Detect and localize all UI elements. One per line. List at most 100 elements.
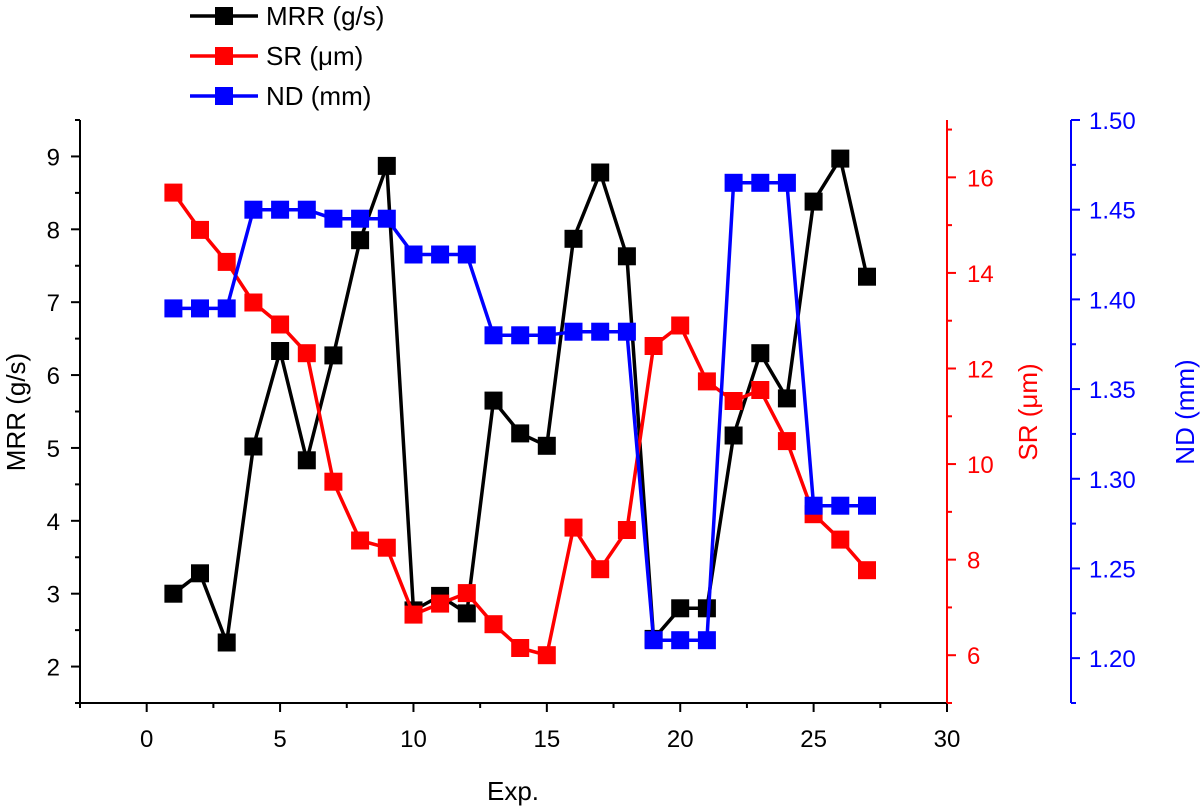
x-tick-label-30: 30 [934,726,961,753]
point-sr-18 [617,521,636,539]
left-tick-label-9: 9 [47,144,60,171]
point-nd-22 [724,173,743,192]
point-nd-27 [858,496,876,515]
legend-label-sr: SR (μm) [266,41,363,71]
point-sr-24 [777,432,796,451]
point-nd-17 [591,322,610,341]
point-sr-9 [377,538,396,557]
point-mrr-7 [324,346,343,365]
x-tick-label-15: 15 [533,726,560,753]
point-mrr-2 [191,564,209,583]
nd-tick-label-1.20: 1.20 [1089,646,1136,673]
legend-entry-mrr: MRR (g/s) [190,1,384,31]
legend-marker-sr [215,47,233,65]
point-mrr-12 [457,604,476,623]
point-sr-5 [271,315,290,334]
sr-tick-label-6: 6 [967,643,980,670]
left-tick-label-7: 7 [47,290,60,317]
series-line-nd [173,181,867,642]
series-layer [164,149,876,665]
point-nd-20 [671,631,690,650]
sr-tick-label-10: 10 [967,452,994,479]
left-tick-label-8: 8 [47,217,60,244]
point-sr-8 [351,531,370,550]
point-mrr-15 [537,436,556,455]
point-nd-15 [537,326,556,345]
point-sr-17 [591,560,610,579]
point-nd-10 [404,245,423,264]
nd-tick-label-1.35: 1.35 [1089,377,1136,404]
point-nd-1 [164,299,183,318]
legend-label-nd: ND (mm) [266,81,371,111]
point-mrr-23 [751,344,770,363]
legend-entry-nd: ND (mm) [190,81,371,111]
point-mrr-3 [217,633,236,652]
point-nd-26 [831,496,850,515]
point-mrr-8 [351,231,370,250]
nd-tick-label-1.40: 1.40 [1089,287,1136,314]
point-mrr-13 [484,391,503,410]
point-sr-14 [511,639,530,657]
legend: MRR (g/s) SR (μm) ND (mm) [190,1,384,111]
point-nd-13 [484,326,503,345]
point-mrr-24 [777,389,796,408]
point-sr-1 [164,183,183,202]
point-nd-6 [297,200,316,219]
left-axis-title: MRR (g/s) [1,353,31,471]
point-sr-7 [324,472,343,491]
legend-marker-mrr [215,7,233,25]
left-tick-label-2: 2 [47,655,60,682]
series-line-sr [171,191,869,657]
sr-tick-label-8: 8 [967,548,980,575]
left-tick-label-6: 6 [47,363,60,390]
right-axis-sr-title: SR (μm) [1013,363,1043,460]
point-mrr-26 [831,149,850,168]
legend-label-mrr: MRR (g/s) [266,1,384,31]
point-sr-4 [244,293,263,312]
right-axis-nd-title: ND (mm) [1170,359,1200,464]
axes-frame [79,120,1072,704]
point-mrr-4 [244,437,263,456]
x-tick-label-20: 20 [667,726,694,753]
point-mrr-1 [164,584,183,603]
point-mrr-6 [297,451,316,470]
point-sr-22 [724,392,743,410]
x-axis-title: Exp. [487,776,539,806]
point-nd-8 [351,209,370,228]
point-sr-21 [697,372,716,391]
point-nd-3 [217,299,236,318]
point-mrr-9 [377,156,396,175]
point-nd-11 [431,245,450,264]
sr-tick-label-12: 12 [967,356,994,383]
point-sr-13 [484,615,503,634]
point-mrr-17 [591,163,610,182]
point-nd-16 [564,322,583,341]
point-sr-27 [858,561,876,580]
point-mrr-5 [271,342,290,360]
point-nd-21 [697,631,716,650]
point-sr-12 [457,584,476,603]
point-nd-19 [644,631,663,650]
legend-entry-sr: SR (μm) [190,41,363,71]
left-tick-label-3: 3 [47,582,60,609]
point-mrr-25 [804,192,823,211]
point-nd-18 [617,322,636,341]
nd-tick-label-1.30: 1.30 [1089,467,1136,494]
legend-marker-nd [215,87,233,105]
point-mrr-18 [617,247,636,266]
point-nd-9 [377,209,396,228]
point-sr-10 [404,605,423,624]
point-mrr-27 [858,267,876,286]
point-sr-19 [644,337,663,355]
point-nd-5 [271,200,290,219]
point-sr-2 [191,220,209,239]
sr-tick-label-16: 16 [967,165,994,192]
nd-tick-label-1.25: 1.25 [1089,556,1136,583]
left-tick-label-4: 4 [47,509,60,536]
point-sr-20 [671,316,690,335]
ticks-layer: 0 5 10 15 20 25 30 2 3 4 5 6 7 8 9 6 8 10 12 14 16 1.20 1.25 1.… [47,108,1136,753]
point-sr-16 [564,518,583,537]
point-mrr-22 [724,426,743,445]
point-nd-7 [324,209,343,228]
